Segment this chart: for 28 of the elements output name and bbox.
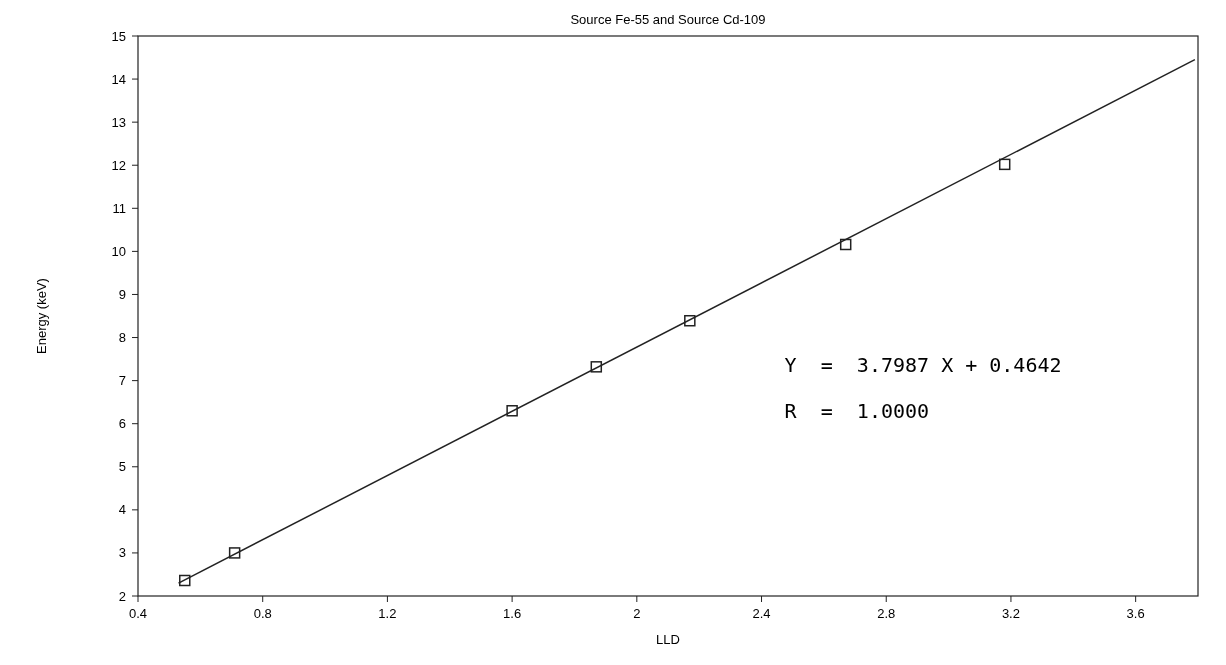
chart-title: Source Fe-55 and Source Cd-109 (570, 12, 766, 27)
y-axis-title: Energy (keV) (34, 278, 49, 354)
y-tick-label: 8 (118, 330, 126, 346)
x-tick-label: 1.6 (503, 606, 522, 621)
x-tick-label: 0.8 (253, 606, 272, 621)
y-tick-label: 13 (111, 114, 126, 130)
x-axis-title: LLD (656, 632, 680, 647)
y-tick-label: 15 (111, 28, 126, 44)
x-tick-label: 0.4 (128, 606, 148, 621)
y-tick-label: 11 (112, 200, 126, 216)
y-tick-label: 7 (118, 373, 126, 389)
annotation: Y = 3.7987 X + 0.4642 (784, 353, 1062, 377)
x-tick-label: 2.4 (752, 606, 771, 621)
x-tick-label: 3.6 (1126, 606, 1145, 621)
x-tick-label: 1.2 (378, 606, 397, 621)
y-tick-label: 6 (118, 416, 126, 432)
y-tick-label: 2 (118, 588, 126, 604)
y-tick-label: 14 (111, 71, 126, 87)
y-tick-label: 10 (111, 243, 126, 259)
y-tick-label: 4 (118, 502, 126, 518)
y-tick-label: 3 (118, 545, 126, 561)
y-tick-label: 5 (118, 459, 126, 475)
x-tick-label: 3.2 (1001, 606, 1020, 621)
y-tick-label: 9 (118, 286, 126, 302)
x-tick-label: 2.8 (877, 606, 896, 621)
annotation: R = 1.0000 (784, 399, 930, 423)
x-tick-label: 2 (633, 606, 641, 621)
y-tick-label: 12 (111, 157, 126, 173)
